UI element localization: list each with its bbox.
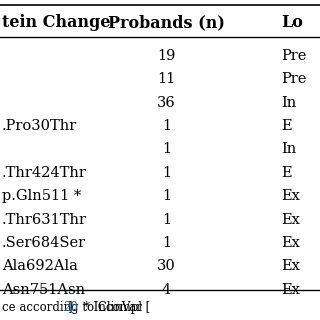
Text: E: E — [282, 166, 292, 180]
Text: 1: 1 — [162, 236, 171, 250]
Text: ce according to ClinVar [: ce according to ClinVar [ — [2, 301, 150, 314]
Text: E: E — [282, 119, 292, 133]
Text: .Thr631Thr: .Thr631Thr — [2, 212, 87, 227]
Text: In: In — [282, 96, 297, 110]
Text: Ex: Ex — [282, 259, 300, 273]
Text: tein Change: tein Change — [2, 14, 110, 31]
Text: Ala692Ala: Ala692Ala — [2, 259, 77, 273]
Text: Probands (n): Probands (n) — [108, 14, 225, 31]
Text: 19: 19 — [157, 49, 176, 63]
Text: 1: 1 — [162, 189, 171, 203]
Text: Ex: Ex — [282, 189, 300, 203]
Text: 1: 1 — [162, 166, 171, 180]
Text: ].  * Incompl: ]. * Incompl — [68, 301, 142, 314]
Text: In: In — [282, 142, 297, 156]
Text: 36: 36 — [157, 96, 176, 110]
Text: Ex: Ex — [282, 212, 300, 227]
Text: Ex: Ex — [282, 236, 300, 250]
Text: 1: 1 — [162, 119, 171, 133]
Text: .Thr424Thr: .Thr424Thr — [2, 166, 86, 180]
Text: Ex: Ex — [282, 283, 300, 297]
Text: 11: 11 — [157, 72, 176, 86]
Text: 1: 1 — [162, 142, 171, 156]
Text: 1: 1 — [162, 212, 171, 227]
Text: .Ser684Ser: .Ser684Ser — [2, 236, 86, 250]
Text: 30: 30 — [157, 259, 176, 273]
Text: Pre: Pre — [282, 49, 307, 63]
Text: 20: 20 — [63, 301, 78, 314]
Text: p.Gln511 *: p.Gln511 * — [2, 189, 81, 203]
Text: .Pro30Thr: .Pro30Thr — [2, 119, 77, 133]
Text: Lo: Lo — [282, 14, 303, 31]
Text: Pre: Pre — [282, 72, 307, 86]
Text: Asn751Asn: Asn751Asn — [2, 283, 85, 297]
Text: 4: 4 — [162, 283, 171, 297]
